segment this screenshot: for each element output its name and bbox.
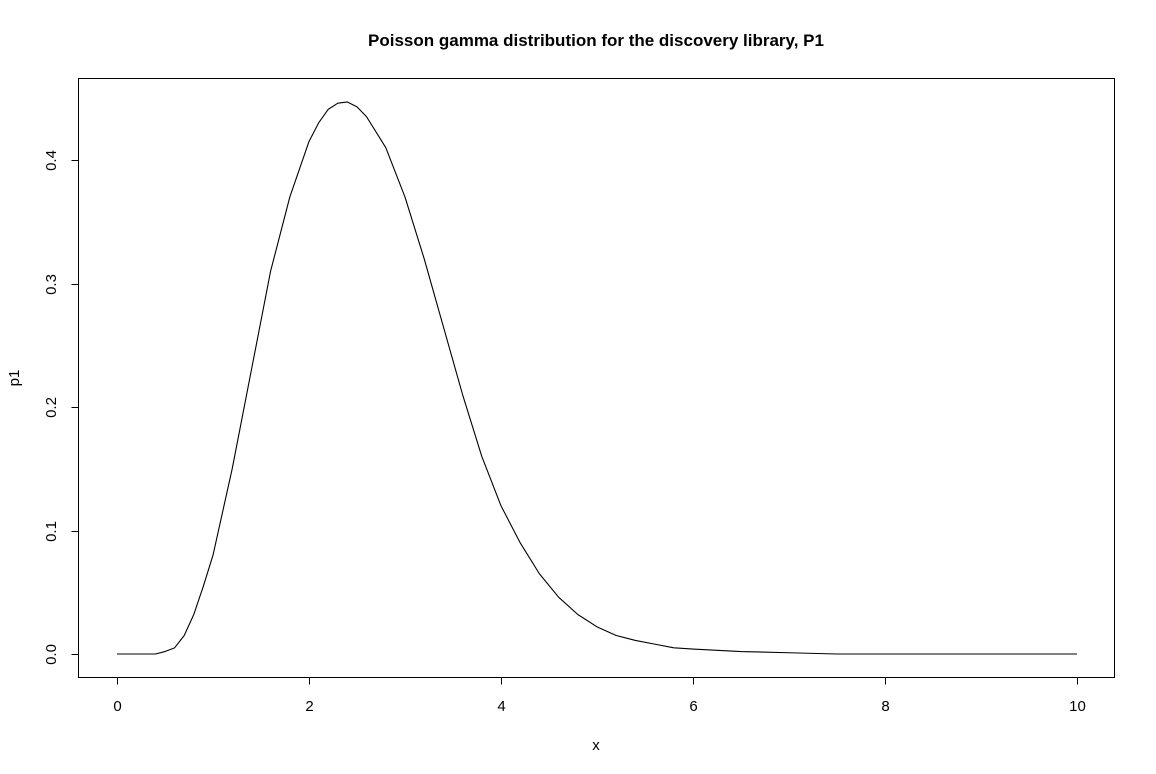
y-tick-label: 0.3 [43,274,60,295]
x-tick-label: 8 [881,698,889,715]
x-tick-label: 6 [689,698,697,715]
x-tick-label: 2 [305,698,313,715]
series-line [117,101,1077,655]
x-tick-label: 0 [113,698,121,715]
y-axis-label: p1 [6,370,23,387]
y-tick-label: 0.4 [43,150,60,171]
chart-title: Poisson gamma distribution for the disco… [368,31,824,50]
x-tick-label: 10 [1069,698,1086,715]
y-tick-label: 0.2 [43,397,60,418]
y-axis: 0.0 0.1 0.2 0.3 0.4 [43,150,79,665]
y-tick-label: 0.1 [43,521,60,542]
x-axis: 0 2 4 6 8 10 [113,677,1086,715]
plot-frame [78,78,1115,678]
series-layer [117,101,1077,655]
x-axis-label: x [592,737,600,754]
x-tick-label: 4 [497,698,505,715]
y-tick-label: 0.0 [43,644,60,665]
